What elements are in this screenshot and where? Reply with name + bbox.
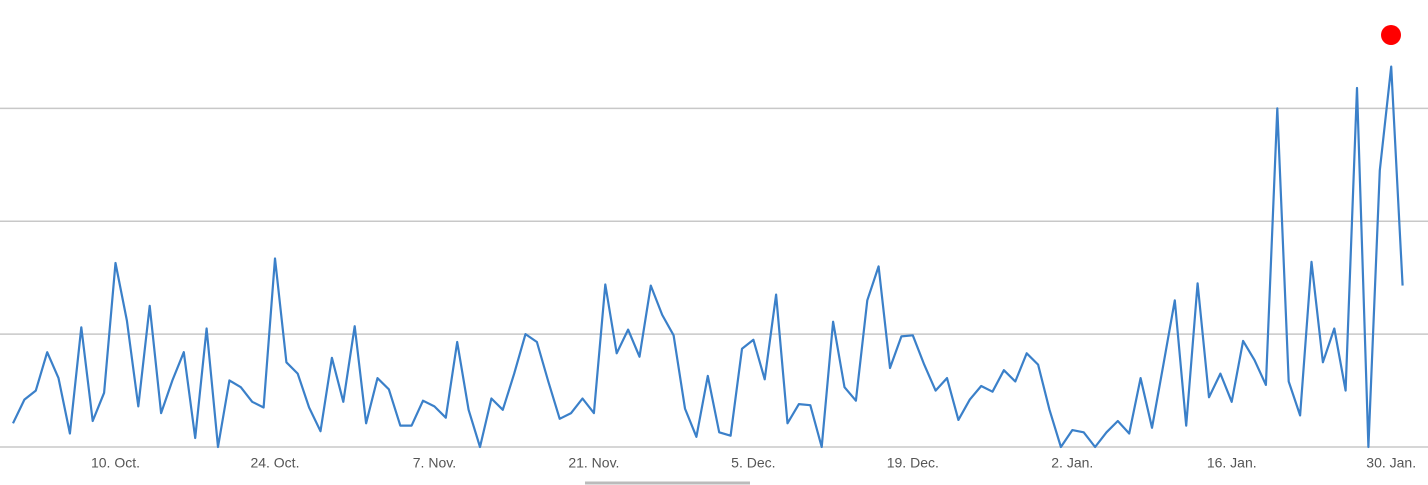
x-tick-label: 10. Oct. <box>91 455 140 471</box>
x-tick-label: 24. Oct. <box>250 455 299 471</box>
x-tick-label: 2. Jan. <box>1051 455 1093 471</box>
x-tick-label: 16. Jan. <box>1207 455 1257 471</box>
marker-dot <box>1381 25 1401 45</box>
data-line <box>12 65 1404 449</box>
x-tick-label: 30. Jan. <box>1366 455 1416 471</box>
x-tick-label: 7. Nov. <box>413 455 456 471</box>
x-tick-label: 19. Dec. <box>887 455 939 471</box>
x-tick-label: 5. Dec. <box>731 455 775 471</box>
x-tick-label: 21. Nov. <box>568 455 619 471</box>
